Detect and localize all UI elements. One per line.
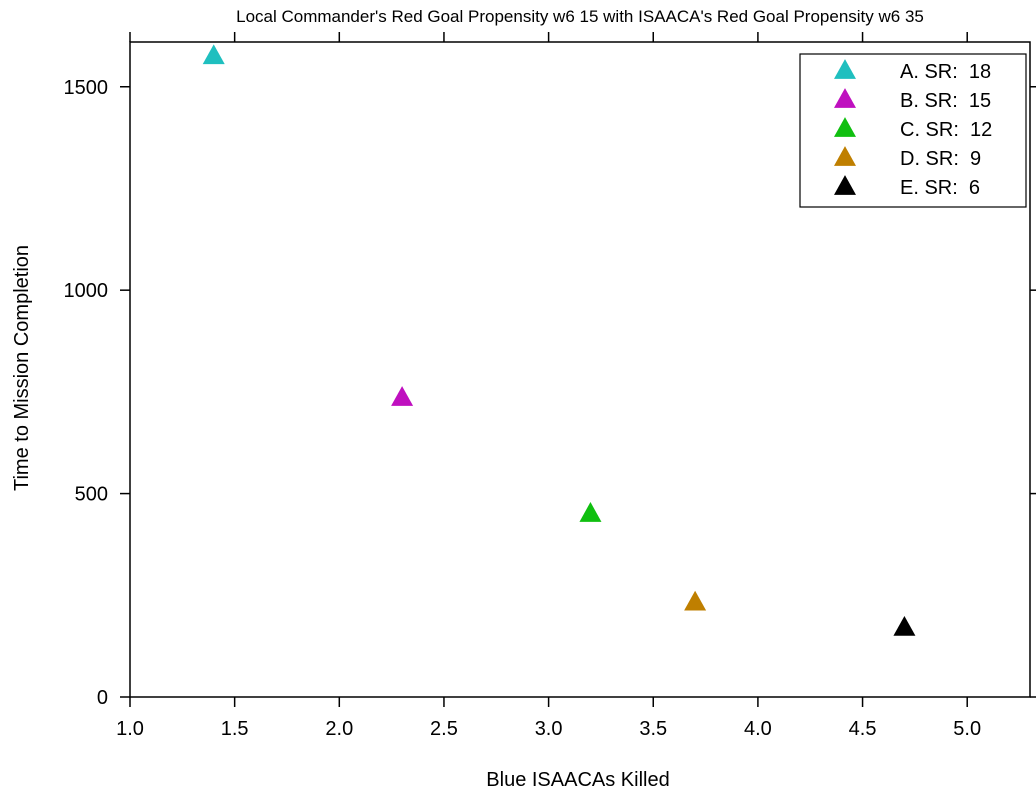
legend-marker (834, 59, 856, 79)
legend-label: D. SR: 9 (900, 148, 981, 170)
y-axis-title: Time to Mission Completion (11, 245, 33, 491)
x-tick-label: 2.0 (325, 718, 353, 740)
legend-label: B. SR: 15 (900, 90, 991, 112)
x-tick-label: 5.0 (953, 718, 981, 740)
legend-marker (834, 175, 856, 195)
legend-marker (834, 88, 856, 108)
y-tick-label: 0 (97, 687, 108, 709)
data-point (579, 502, 602, 522)
x-axis-title: Blue ISAACAs Killed (486, 769, 669, 791)
plot-frame (129, 41, 1031, 698)
y-tick-label: 1000 (64, 280, 109, 302)
data-point (893, 615, 916, 636)
x-tick-label: 4.5 (849, 718, 877, 740)
x-tick-label: 2.5 (430, 718, 458, 740)
data-point (202, 44, 225, 65)
y-tick-label: 500 (75, 484, 108, 506)
y-axis: 0 500 1000 1500 (64, 77, 1036, 709)
legend: A. SR: 18 B. SR: 15 C. SR: 12 D. SR: 9 E. SR… (799, 53, 1027, 208)
data-point (391, 386, 414, 406)
legend-label: E. SR: 6 (900, 177, 980, 199)
legend-label: A. SR: 18 (900, 61, 991, 83)
legend-marker (834, 117, 856, 137)
x-tick-label: 4.0 (744, 718, 772, 740)
data-point (684, 590, 707, 611)
chart-title: Local Commander's Red Goal Propensity w6… (236, 7, 924, 26)
data-points (202, 44, 916, 636)
x-tick-label: 3.5 (639, 718, 667, 740)
x-tick-label: 1.5 (221, 718, 249, 740)
x-tick-label: 3.0 (535, 718, 563, 740)
legend-marker (834, 146, 856, 166)
x-axis: 1.0 1.5 2.0 2.5 3.0 3.5 4.0 4.5 5.0 (116, 32, 981, 740)
x-tick-label: 1.0 (116, 718, 144, 740)
y-tick-label: 1500 (64, 77, 109, 99)
legend-label: C. SR: 12 (900, 119, 992, 141)
